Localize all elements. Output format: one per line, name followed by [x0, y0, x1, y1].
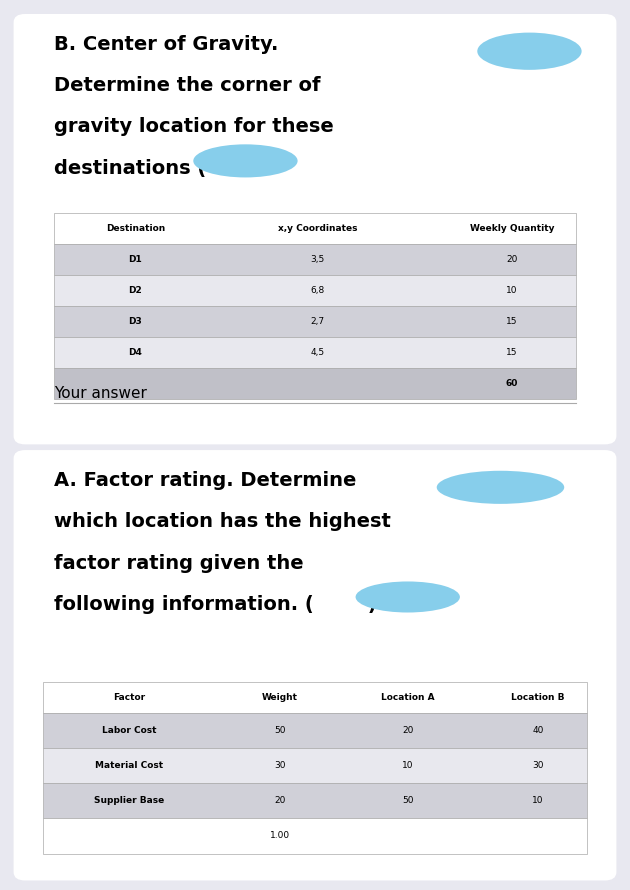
Ellipse shape	[437, 471, 564, 504]
Bar	[43, 713, 587, 748]
Text: Labor Cost: Labor Cost	[102, 726, 157, 735]
Text: 1.00: 1.00	[270, 831, 290, 840]
Text: 40: 40	[532, 726, 544, 735]
Text: Destination: Destination	[106, 223, 165, 232]
Text: x,y Coordinates: x,y Coordinates	[278, 223, 358, 232]
Text: D4: D4	[129, 348, 142, 357]
Text: following information. (        ): following information. ( )	[54, 595, 377, 614]
Text: Location B: Location B	[512, 692, 565, 702]
Bar	[54, 213, 576, 244]
Text: Weekly Quantity: Weekly Quantity	[470, 223, 554, 232]
Bar	[54, 336, 576, 368]
Text: 10: 10	[402, 761, 413, 770]
Text: D2: D2	[129, 286, 142, 295]
Text: 60: 60	[506, 379, 518, 388]
Text: Determine the corner of: Determine the corner of	[54, 76, 321, 95]
Text: D1: D1	[129, 255, 142, 263]
Ellipse shape	[355, 581, 460, 612]
Text: Weight: Weight	[262, 692, 298, 702]
Text: D3: D3	[129, 317, 142, 326]
Bar	[54, 306, 576, 336]
Text: 50: 50	[275, 726, 286, 735]
Text: Factor: Factor	[113, 692, 146, 702]
Text: 10: 10	[532, 797, 544, 805]
Text: which location has the highest: which location has the highest	[54, 512, 391, 531]
Text: 3,5: 3,5	[311, 255, 325, 263]
Ellipse shape	[193, 144, 297, 177]
Text: 20: 20	[402, 726, 413, 735]
Text: 2,7: 2,7	[311, 317, 325, 326]
Bar	[43, 783, 587, 819]
Text: Material Cost: Material Cost	[96, 761, 164, 770]
Text: A. Factor rating. Determine: A. Factor rating. Determine	[54, 471, 357, 490]
Text: factor rating given the: factor rating given the	[54, 554, 304, 572]
Bar	[54, 275, 576, 306]
Bar	[43, 682, 587, 713]
FancyBboxPatch shape	[14, 14, 616, 444]
Text: 15: 15	[507, 348, 518, 357]
Text: Location A: Location A	[381, 692, 435, 702]
Text: 6,8: 6,8	[311, 286, 325, 295]
Text: Your answer: Your answer	[54, 386, 147, 401]
Text: 4,5: 4,5	[311, 348, 325, 357]
Text: 15: 15	[507, 317, 518, 326]
Text: gravity location for these: gravity location for these	[54, 117, 334, 136]
Text: Supplier Base: Supplier Base	[94, 797, 164, 805]
Text: destinations (: destinations (	[54, 158, 207, 178]
Ellipse shape	[478, 33, 581, 69]
Text: 50: 50	[402, 797, 413, 805]
Bar	[43, 748, 587, 783]
Text: 30: 30	[275, 761, 286, 770]
Text: 20: 20	[275, 797, 286, 805]
Bar	[43, 819, 587, 854]
FancyBboxPatch shape	[14, 450, 616, 880]
Text: B. Center of Gravity.: B. Center of Gravity.	[54, 35, 278, 53]
Bar	[54, 368, 576, 399]
Text: 20: 20	[507, 255, 518, 263]
Text: 30: 30	[532, 761, 544, 770]
Text: 10: 10	[507, 286, 518, 295]
Bar	[54, 244, 576, 275]
